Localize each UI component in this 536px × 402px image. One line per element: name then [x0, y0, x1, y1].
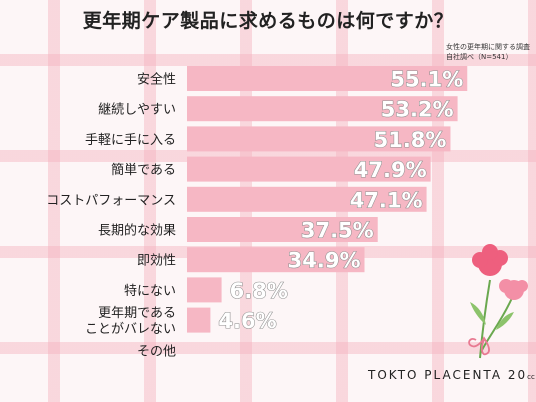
category-label-7: 特にない — [124, 284, 176, 299]
value-label-7: 6.8% — [230, 279, 288, 303]
bar-1 — [187, 96, 458, 122]
category-label-2: 手軽に手に入る — [85, 133, 176, 148]
value-label-0: 55.1% — [390, 68, 463, 92]
bar-2 — [187, 126, 451, 152]
bar-4 — [187, 186, 427, 212]
brand-name: TOKTO PLACENTA 20 — [368, 368, 528, 382]
value-label-3: 47.9% — [354, 158, 427, 182]
bar-0 — [187, 66, 468, 91]
survey-note-line-1: 女性の更年期に関する調査 — [446, 43, 530, 51]
chart-title: 更年期ケア製品に求めるものは何ですか？ — [82, 10, 454, 32]
category-label-1: 継続しやすい — [98, 103, 176, 118]
category-label-6: 即効性 — [137, 254, 176, 269]
bar-3 — [187, 156, 431, 182]
carnation-illustration — [468, 244, 528, 359]
category-label-8: 更年期であることがバレない — [85, 306, 176, 337]
value-label-4: 47.1% — [350, 188, 423, 212]
value-label-5: 37.5% — [301, 219, 374, 243]
brand-logo-text: TOKTO PLACENTA 20cc — [368, 368, 535, 382]
value-label-8: 4.6% — [218, 309, 276, 333]
category-label-0: 安全性 — [137, 72, 176, 88]
value-label-1: 53.2% — [381, 98, 454, 122]
bar-7 — [187, 277, 222, 303]
category-label-4: コストパフォーマンス — [46, 193, 176, 208]
value-label-2: 51.8% — [374, 128, 447, 152]
brand-unit: cc — [527, 373, 535, 381]
category-label-3: 簡単である — [111, 162, 176, 178]
bar-6 — [187, 247, 365, 273]
bar-8 — [187, 307, 211, 333]
category-label-5: 長期的な効果 — [98, 223, 176, 239]
bar-5 — [187, 217, 378, 242]
category-label-9: その他 — [137, 344, 176, 359]
survey-note: 女性の更年期に関する調査 自社調べ（N=541） — [446, 42, 530, 62]
value-label-6: 34.9% — [288, 249, 361, 273]
survey-note-line-2: 自社調べ（N=541） — [446, 53, 513, 61]
